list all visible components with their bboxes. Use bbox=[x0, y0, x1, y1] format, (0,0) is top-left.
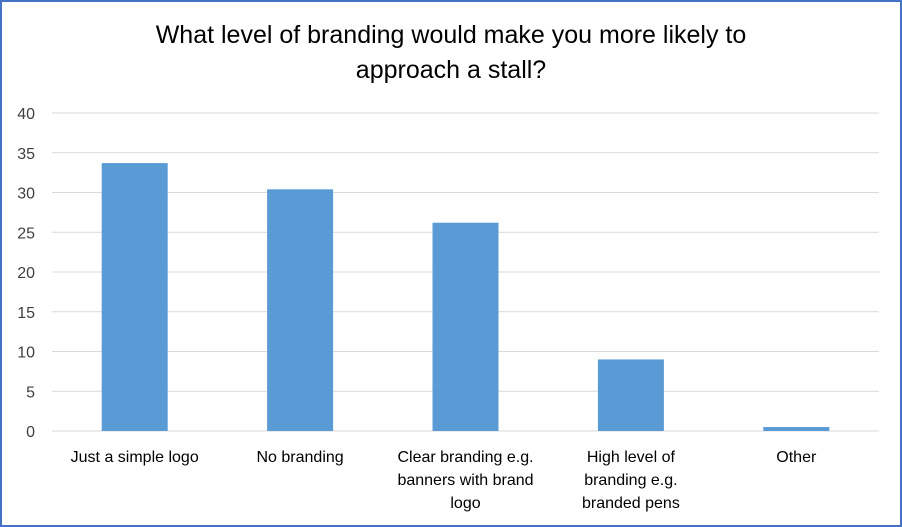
x-category-label-line: branding e.g. bbox=[584, 472, 677, 489]
bar bbox=[267, 189, 334, 431]
x-category-label: No branding bbox=[257, 449, 344, 466]
y-tick-label: 0 bbox=[26, 424, 35, 441]
x-category-label: Just a simple logo bbox=[71, 449, 199, 466]
chart-title-line-2: approach a stall? bbox=[355, 56, 547, 84]
x-category-label-line: No branding bbox=[257, 449, 344, 466]
y-tick-label: 10 bbox=[17, 345, 35, 362]
x-category-label-line: banners with brand bbox=[397, 472, 533, 489]
x-category-label-line: Just a simple logo bbox=[71, 449, 199, 466]
x-category-label-line: logo bbox=[450, 495, 480, 512]
x-category-label-line: High level of bbox=[587, 449, 676, 466]
y-tick-label: 30 bbox=[17, 186, 35, 203]
y-tick-label: 25 bbox=[17, 225, 35, 242]
x-category-label: Clear branding e.g. banners with brand log… bbox=[397, 449, 533, 512]
x-category-label-line: Other bbox=[776, 449, 817, 466]
y-tick-label: 15 bbox=[17, 305, 35, 322]
x-category-label-line: branded pens bbox=[582, 495, 680, 512]
y-tick-label: 20 bbox=[17, 265, 35, 282]
bar bbox=[763, 427, 830, 431]
bar bbox=[432, 222, 499, 431]
y-tick-label: 35 bbox=[17, 146, 35, 163]
x-category-label: Other bbox=[776, 449, 817, 466]
chart-title-line-1: What level of branding would make you mo… bbox=[155, 21, 747, 49]
bar bbox=[597, 359, 664, 431]
y-tick-label: 40 bbox=[17, 106, 35, 123]
bar bbox=[101, 163, 168, 431]
x-category-label: High level of branding e.g. branded pens bbox=[582, 449, 680, 512]
x-category-label-line: Clear branding e.g. bbox=[397, 449, 533, 466]
chart-title: What level of branding would make you mo… bbox=[0, 18, 902, 88]
y-tick-label: 5 bbox=[26, 384, 35, 401]
